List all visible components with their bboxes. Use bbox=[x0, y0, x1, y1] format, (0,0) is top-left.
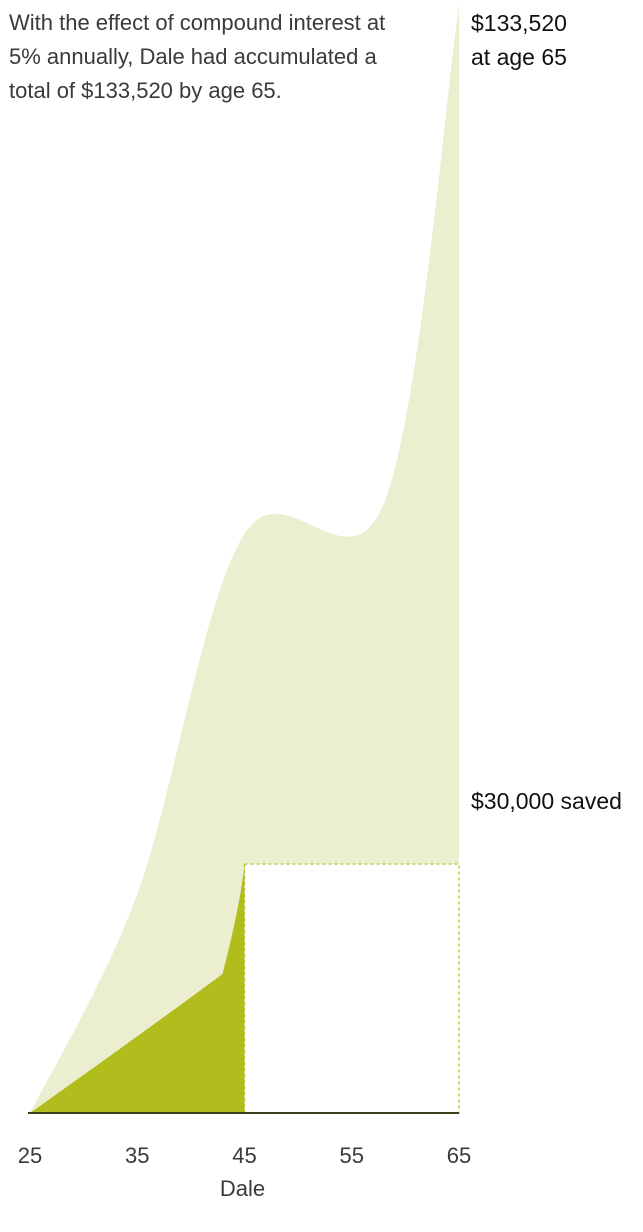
x-tick-label-65: 65 bbox=[447, 1143, 471, 1168]
savings-contribution-area bbox=[30, 864, 245, 1113]
x-tick-label-45: 45 bbox=[232, 1143, 256, 1168]
x-tick-label-55: 55 bbox=[340, 1143, 364, 1168]
total-growth-area bbox=[30, 5, 459, 1113]
saved-amount-label: $30,000 saved bbox=[471, 788, 622, 814]
x-axis-label: Dale bbox=[219, 1176, 266, 1201]
x-axis-ticks: 25 35 45 55 65 bbox=[18, 1143, 471, 1168]
saved-reference-box bbox=[243, 863, 460, 1114]
final-age-label: at age 65 bbox=[471, 44, 567, 70]
x-tick-label-25: 25 bbox=[18, 1143, 42, 1168]
x-tick-label-35: 35 bbox=[125, 1143, 149, 1168]
final-amount-label: $133,520 bbox=[471, 10, 567, 36]
intro-paragraph: With the effect of compound interest at … bbox=[9, 10, 386, 103]
